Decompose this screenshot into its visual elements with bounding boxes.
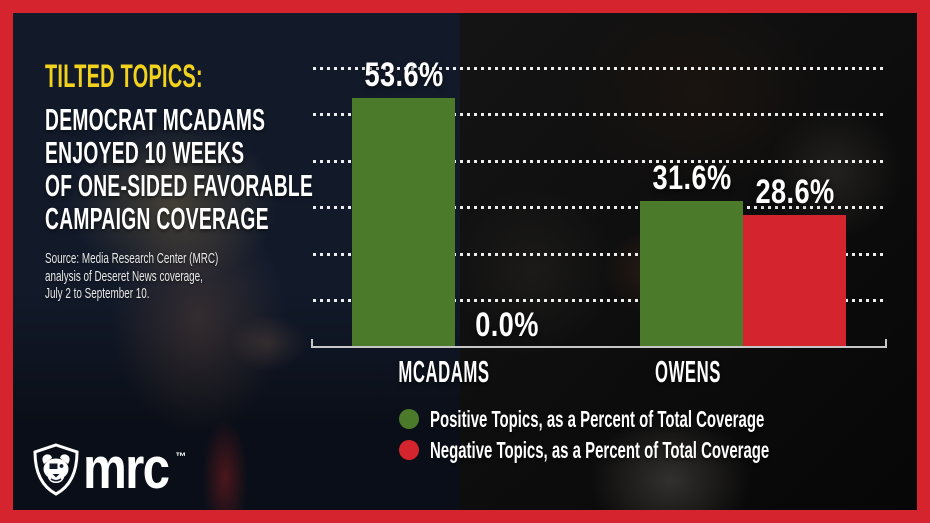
value-label-owens-negative: 28.6% xyxy=(754,172,835,211)
mrc-logo-text: mrc xyxy=(83,436,170,501)
gridline-40-percent xyxy=(313,159,885,163)
positive-swatch-icon xyxy=(399,409,419,429)
value-label-mcadams-positive: 53.6% xyxy=(363,56,444,95)
gridline-30-percent xyxy=(313,206,885,210)
page-title: TILTED TOPICS: xyxy=(45,59,477,93)
bar-owens-negative xyxy=(743,214,846,348)
legend-label-positive: Positive Topics, as a Percent of Total C… xyxy=(430,407,930,431)
x-axis-line xyxy=(311,339,887,348)
headline-text-3: OF ONE-SIDED FAVORABLE xyxy=(45,168,314,203)
source-note: Source: Media Research Center (MRC) anal… xyxy=(45,250,308,303)
gridline-10-percent xyxy=(313,299,885,303)
gridline-20-percent xyxy=(313,252,885,256)
bar-owens-positive xyxy=(640,200,743,348)
gridline-60-percent xyxy=(313,66,885,70)
source-text-1: Source: Media Research Center (MRC) xyxy=(45,250,219,267)
category-label-owens: OWENS xyxy=(655,354,721,389)
trademark-symbol: ™ xyxy=(175,451,187,463)
value-label-mcadams-negative: 0.0% xyxy=(474,306,539,344)
category-label-mcadams: MCADAMS xyxy=(398,354,490,389)
headline-line-1: DEMOCRAT MCADAMS xyxy=(45,103,477,136)
page-title-text: TILTED TOPICS: xyxy=(45,58,203,94)
headline-text-1: DEMOCRAT MCADAMS xyxy=(45,102,266,137)
legend-label-negative: Negative Topics, as a Percent of Total C… xyxy=(430,438,930,462)
source-text-3: July 2 to September 10. xyxy=(45,285,150,302)
source-text-2: analysis of Deseret News coverage, xyxy=(45,267,203,285)
legend-item-positive: Positive Topics, as a Percent of Total C… xyxy=(399,407,930,431)
negative-swatch-icon xyxy=(399,440,419,460)
headline-text-4: CAMPAIGN COVERAGE xyxy=(45,201,269,236)
headline-text-2: ENJOYED 10 WEEKS xyxy=(45,135,245,170)
source-line-2: analysis of Deseret News coverage, xyxy=(45,268,308,286)
mrc-logo: mrc ™ xyxy=(31,436,187,501)
title-block: TILTED TOPICS: DEMOCRAT MCADAMS ENJOYED … xyxy=(45,59,477,235)
headline-line-4: CAMPAIGN COVERAGE xyxy=(45,202,477,235)
headline-line-3: OF ONE-SIDED FAVORABLE xyxy=(45,169,477,202)
chart-legend: Positive Topics, as a Percent of Total C… xyxy=(399,407,930,469)
bar-mcadams-positive xyxy=(352,98,455,348)
source-line-1: Source: Media Research Center (MRC) xyxy=(45,250,308,268)
legend-label-negative-text: Negative Topics, as a Percent of Total C… xyxy=(430,437,770,463)
bulldog-shield-icon xyxy=(33,443,79,496)
legend-item-negative: Negative Topics, as a Percent of Total C… xyxy=(399,438,930,462)
source-line-3: July 2 to September 10. xyxy=(45,285,308,303)
legend-label-positive-text: Positive Topics, as a Percent of Total C… xyxy=(430,406,765,432)
headline-line-2: ENJOYED 10 WEEKS xyxy=(45,136,477,169)
value-label-owens-positive: 31.6% xyxy=(651,158,732,197)
gridline-50-percent xyxy=(313,113,885,117)
